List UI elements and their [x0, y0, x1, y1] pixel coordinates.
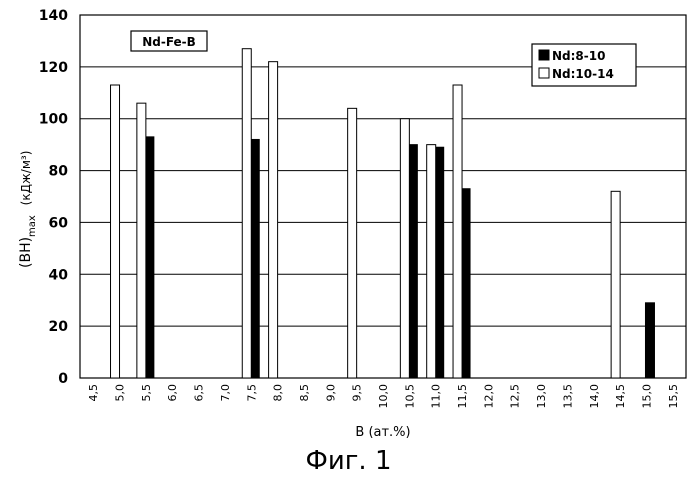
x-tick-label: 5,0: [114, 384, 127, 402]
y-axis-label: (BH)max (кДж/м³): [18, 151, 38, 268]
y-tick-label: 80: [49, 164, 69, 180]
x-axis-label: B (ат.%): [355, 425, 410, 440]
y-axis-label-unit: (кДж/м³): [19, 151, 33, 210]
legend-label: Nd:8-10: [552, 49, 605, 63]
bar-nd-10-14: [137, 103, 146, 378]
bar-nd-10-14: [611, 191, 620, 378]
x-tick-label: 9,0: [324, 384, 337, 402]
bar-nd-10-14: [269, 62, 278, 378]
chart-title: Nd-Fe-B: [142, 35, 196, 49]
x-tick-label: 8,0: [272, 384, 285, 402]
y-tick-label: 140: [39, 8, 68, 24]
x-tick-label: 11,5: [456, 384, 469, 409]
x-tick-label: 7,5: [245, 384, 258, 402]
y-tick-label: 20: [49, 319, 69, 335]
x-tick-label: 5,5: [140, 384, 153, 402]
bar-nd-10-14: [453, 85, 462, 378]
legend-swatch: [539, 50, 549, 60]
legend-swatch: [539, 68, 549, 78]
bar-nd-10-14: [427, 145, 436, 378]
x-tick-label: 7,0: [219, 384, 232, 402]
x-tick-label: 12,0: [482, 384, 495, 409]
x-tick-label: 11,0: [430, 384, 443, 409]
y-axis-label-main: (BH): [18, 237, 34, 268]
bar-nd-10-14: [400, 119, 409, 378]
bar-nd-10-14: [348, 108, 357, 378]
y-tick-label: 60: [49, 215, 69, 231]
figure-caption: Фиг. 1: [0, 446, 697, 476]
legend-label: Nd:10-14: [552, 67, 614, 81]
bar-nd-8-10: [645, 303, 654, 378]
x-tick-label: 9,5: [351, 384, 364, 402]
x-tick-label: 13,5: [561, 384, 574, 409]
bar-nd-10-14: [242, 49, 251, 378]
x-tick-label: 14,0: [588, 384, 601, 409]
y-tick-label: 120: [39, 60, 68, 76]
x-tick-label: 6,0: [166, 384, 179, 402]
x-tick-label: 14,5: [614, 384, 627, 409]
x-tick-label: 10,0: [377, 384, 390, 409]
x-tick-label: 15,5: [667, 384, 680, 409]
x-tick-label: 8,5: [298, 384, 311, 402]
x-tick-label: 6,5: [193, 384, 206, 402]
chart: 0 20 40 60 80 100 120 140 4,5 5,0 5,5 6,0 6,5 7,0 7,5 8…: [0, 0, 697, 440]
y-tick-label: 40: [49, 267, 69, 283]
y-tick-label: 100: [39, 112, 68, 128]
y-tick-label: 0: [58, 371, 68, 387]
x-tick-label: 13,0: [535, 384, 548, 409]
x-tick-label: 4,5: [87, 384, 100, 402]
x-tick-label: 15,0: [640, 384, 653, 409]
y-axis-label-sub: max: [27, 215, 38, 237]
x-tick-label: 12,5: [509, 384, 522, 409]
bar-nd-10-14: [111, 85, 120, 378]
x-tick-label: 10,5: [403, 384, 416, 409]
